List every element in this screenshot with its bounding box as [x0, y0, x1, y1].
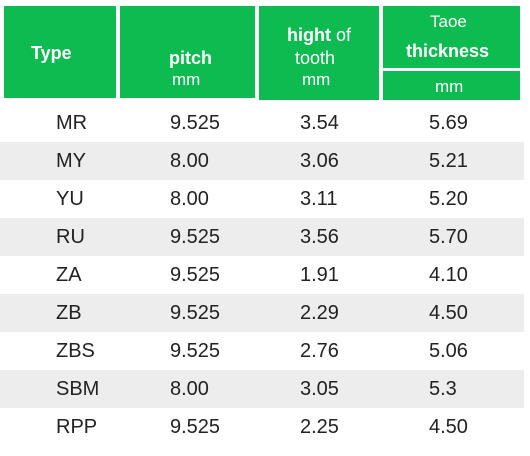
cell-pitch: 9.525: [170, 264, 221, 286]
cell-type: RU: [56, 226, 85, 248]
table-row: YU 8.00 3.11 5.20: [0, 180, 524, 218]
cell-taoe: 4.10: [429, 264, 468, 286]
table-row: ZBS 9.525 2.76 5.06: [0, 332, 524, 370]
cell-pitch: 9.525: [170, 302, 221, 324]
header-hight: hight of tooth mm: [259, 6, 379, 100]
cell-taoe: 5.06: [429, 340, 468, 362]
cell-hight: 1.91: [300, 264, 339, 286]
cell-taoe: 5.69: [429, 112, 468, 134]
table-header: Type pitch mm hight of tooth mm Taoe thi…: [0, 0, 524, 104]
cell-type: YU: [56, 188, 84, 210]
header-type: Type: [4, 6, 116, 98]
cell-taoe: 4.50: [429, 302, 468, 324]
cell-pitch: 9.525: [170, 416, 221, 438]
table-row: ZA 9.525 1.91 4.10: [0, 256, 524, 294]
cell-hight: 3.05: [300, 378, 339, 400]
cell-taoe: 5.3: [429, 378, 457, 400]
header-hight-unit: mm: [302, 70, 331, 89]
table-row: MR 9.525 3.54 5.69: [0, 104, 524, 142]
cell-taoe: 5.70: [429, 226, 468, 248]
cell-pitch: 8.00: [170, 378, 209, 400]
header-taoe-divider: [383, 68, 520, 71]
table-row: RPP 9.525 2.25 4.50: [0, 408, 524, 446]
table-row: SBM 8.00 3.05 5.3: [0, 370, 524, 408]
table-row: MY 8.00 3.06 5.21: [0, 142, 524, 180]
cell-pitch: 8.00: [170, 150, 209, 172]
cell-type: ZB: [56, 302, 82, 324]
cell-type: SBM: [56, 378, 100, 400]
header-type-label: Type: [31, 43, 72, 63]
table-row: ZB 9.525 2.29 4.50: [0, 294, 524, 332]
table-row: RU 9.525 3.56 5.70: [0, 218, 524, 256]
cell-type: ZBS: [56, 340, 95, 362]
cell-hight: 3.54: [300, 112, 339, 134]
cell-type: MR: [56, 112, 88, 134]
cell-hight: 3.56: [300, 226, 339, 248]
table-body: MR 9.525 3.54 5.69 MY 8.00 3.06 5.21 YU …: [0, 104, 524, 446]
cell-taoe: 5.20: [429, 188, 468, 210]
cell-pitch: 9.525: [170, 340, 221, 362]
cell-hight: 3.06: [300, 150, 339, 172]
cell-taoe: 4.50: [429, 416, 468, 438]
header-taoe-line1: Taoe: [430, 12, 467, 31]
header-hight-bold: hight: [287, 25, 331, 45]
cell-hight: 2.25: [300, 416, 339, 438]
header-hight-light: of: [330, 25, 351, 45]
header-pitch: pitch mm: [120, 6, 255, 98]
cell-type: MY: [56, 150, 86, 172]
cell-pitch: 9.525: [170, 226, 221, 248]
header-pitch-label: pitch: [169, 48, 212, 68]
cell-pitch: 8.00: [170, 188, 209, 210]
header-hight-line1: hight of: [287, 25, 351, 46]
cell-type: RPP: [56, 416, 98, 438]
cell-pitch: 9.525: [170, 112, 221, 134]
cell-hight: 2.76: [300, 340, 339, 362]
header-hight-line2: tooth: [295, 48, 336, 68]
header-taoe-line2: thickness: [406, 41, 490, 61]
header-taoe: Taoe thickness mm: [383, 6, 520, 100]
cell-hight: 3.11: [300, 188, 338, 210]
header-taoe-unit: mm: [435, 77, 464, 96]
cell-type: ZA: [56, 264, 82, 286]
cell-hight: 2.29: [300, 302, 339, 324]
cell-taoe: 5.21: [429, 150, 468, 172]
header-pitch-unit: mm: [172, 70, 201, 89]
